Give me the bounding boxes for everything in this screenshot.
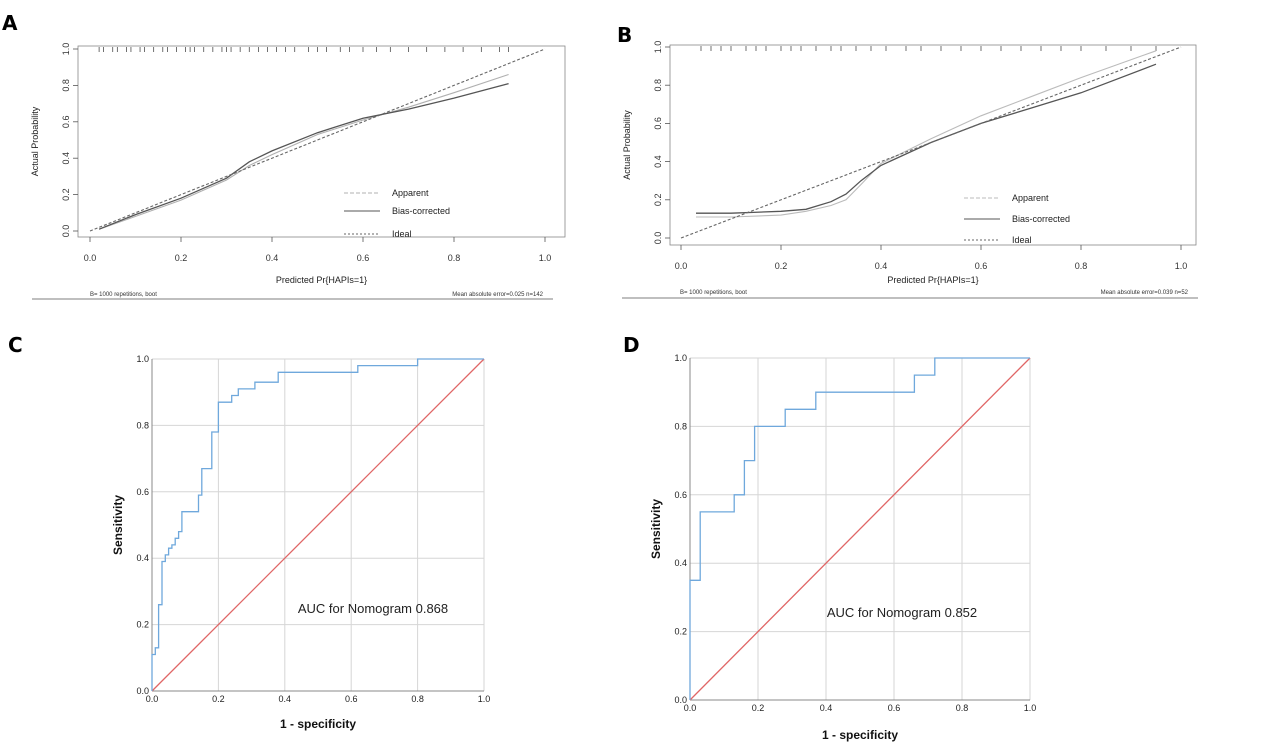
- y-tick-label: 0.6: [674, 490, 687, 500]
- y-tick-label: 0.0: [61, 225, 71, 238]
- roc-curve-line: [689, 357, 1030, 700]
- plot-frame: [669, 44, 1197, 246]
- y-tick-label: 0.2: [653, 194, 663, 207]
- x-tick-label: 0.2: [752, 703, 765, 713]
- calibration-plot-b: 0.0 0.2 0.4 0.6 0.8 1.0 0.0 0.2 0.4 0.6 0.8 1.0 Pred…: [622, 41, 1198, 299]
- reference-diagonal-line: [151, 358, 485, 692]
- roc-plot-c: 0.0 0.2 0.4 0.6 0.8 1.0 0.0 0.2 0.4 0.6 0.8 1.0 1 - …: [111, 354, 490, 731]
- y-tick-label: 0.6: [136, 487, 149, 497]
- x-tick-label: 1.0: [1175, 261, 1188, 271]
- footer-left-text: B= 1000 repetitions, boot: [90, 292, 157, 298]
- y-axis-label: Sensitivity: [649, 499, 663, 559]
- y-tick-label: 0.4: [61, 152, 71, 165]
- x-axis-label: Predicted Pr{HAPIs=1}: [887, 275, 978, 285]
- footer-left-text: B= 1000 repetitions, boot: [680, 290, 747, 296]
- x-tick-label: 0.0: [684, 703, 697, 713]
- y-tick-label: 0.0: [653, 232, 663, 245]
- y-tick-label: 0.2: [136, 620, 149, 630]
- x-tick-label: 0.2: [775, 261, 788, 271]
- x-axis-label: 1 - specificity: [822, 728, 898, 742]
- x-axis-label: Predicted Pr{HAPIs=1}: [276, 275, 367, 285]
- y-tick-label: 1.0: [674, 353, 687, 363]
- y-tick-label: 1.0: [653, 41, 663, 54]
- legend-label: Apparent: [392, 188, 429, 198]
- panel-label-c: C: [8, 333, 23, 357]
- series-line-bias-corrected: [98, 82, 509, 230]
- x-tick-label: 0.6: [345, 694, 358, 704]
- legend-label: Apparent: [1012, 193, 1049, 203]
- x-tick-label: 1.0: [1024, 703, 1037, 713]
- x-tick-label: 0.4: [279, 694, 292, 704]
- auc-annotation: AUC for Nomogram 0.852: [827, 605, 977, 620]
- x-tick-label: 0.0: [675, 261, 688, 271]
- x-tick-label: 1.0: [478, 694, 491, 704]
- y-axis-label: Actual Probability: [30, 106, 40, 176]
- plot-frame: [77, 45, 566, 238]
- calibration-plot-a: 0.0 0.2 0.4 0.6 0.8 1.0 0.0 0.2 0.4 0.6 0.8 1.0 Pred…: [30, 43, 566, 300]
- x-tick-label: 0.8: [956, 703, 969, 713]
- roc-plot-d: 0.0 0.2 0.4 0.6 0.8 1.0 0.0 0.2 0.4 0.6 0.8 1.0 1 - …: [649, 353, 1036, 742]
- y-tick-label: 0.8: [653, 79, 663, 92]
- y-tick-label: 0.6: [653, 117, 663, 130]
- x-tick-label: 0.6: [357, 253, 370, 263]
- x-tick-label: 1.0: [539, 253, 552, 263]
- y-axis-label: Sensitivity: [111, 495, 125, 555]
- x-tick-label: 0.2: [212, 694, 225, 704]
- y-tick-label: 0.2: [61, 188, 71, 201]
- y-tick-label: 0.2: [674, 627, 687, 637]
- x-tick-label: 0.2: [175, 253, 188, 263]
- x-tick-label: 0.6: [888, 703, 901, 713]
- x-tick-label: 0.4: [875, 261, 888, 271]
- footer-right-text: Mean absolute error=0.025 n=142: [452, 292, 543, 298]
- legend-label: Ideal: [1012, 235, 1032, 245]
- y-axis-label: Actual Probability: [622, 110, 632, 180]
- panel-label-b: B: [617, 23, 632, 47]
- legend-label: Bias-corrected: [392, 206, 450, 216]
- y-tick-label: 0.4: [653, 155, 663, 168]
- panel-label-a: A: [2, 11, 18, 35]
- x-tick-label: 0.0: [146, 694, 159, 704]
- y-tick-label: 1.0: [136, 354, 149, 364]
- series-line-ideal: [680, 46, 1182, 239]
- x-tick-label: 0.8: [411, 694, 424, 704]
- panel-label-d: D: [623, 333, 640, 357]
- footer-right-text: Mean absolute error=0.039 n=52: [1101, 290, 1189, 296]
- x-tick-label: 0.4: [266, 253, 279, 263]
- auc-annotation: AUC for Nomogram 0.868: [298, 601, 448, 616]
- x-tick-label: 0.4: [820, 703, 833, 713]
- series-line-apparent: [98, 73, 509, 230]
- y-tick-label: 0.4: [136, 553, 149, 563]
- legend-label: Ideal: [392, 229, 412, 239]
- series-line-apparent: [696, 50, 1157, 218]
- x-tick-label: 0.8: [1075, 261, 1088, 271]
- y-tick-label: 0.4: [674, 558, 687, 568]
- y-tick-label: 0.8: [136, 420, 149, 430]
- roc-curve-line: [151, 358, 484, 691]
- y-tick-label: 0.6: [61, 116, 71, 129]
- series-line-ideal: [89, 48, 546, 232]
- x-axis-label: 1 - specificity: [280, 717, 356, 731]
- series-line-bias-corrected: [696, 63, 1157, 214]
- legend-label: Bias-corrected: [1012, 214, 1070, 224]
- y-tick-label: 1.0: [61, 43, 71, 56]
- x-tick-label: 0.8: [448, 253, 461, 263]
- x-tick-label: 0.0: [84, 253, 97, 263]
- y-tick-label: 0.8: [674, 421, 687, 431]
- reference-diagonal-line: [689, 357, 1031, 701]
- y-tick-label: 0.0: [136, 686, 149, 696]
- x-tick-label: 0.6: [975, 261, 988, 271]
- y-tick-label: 0.0: [674, 695, 687, 705]
- y-tick-label: 0.8: [61, 79, 71, 92]
